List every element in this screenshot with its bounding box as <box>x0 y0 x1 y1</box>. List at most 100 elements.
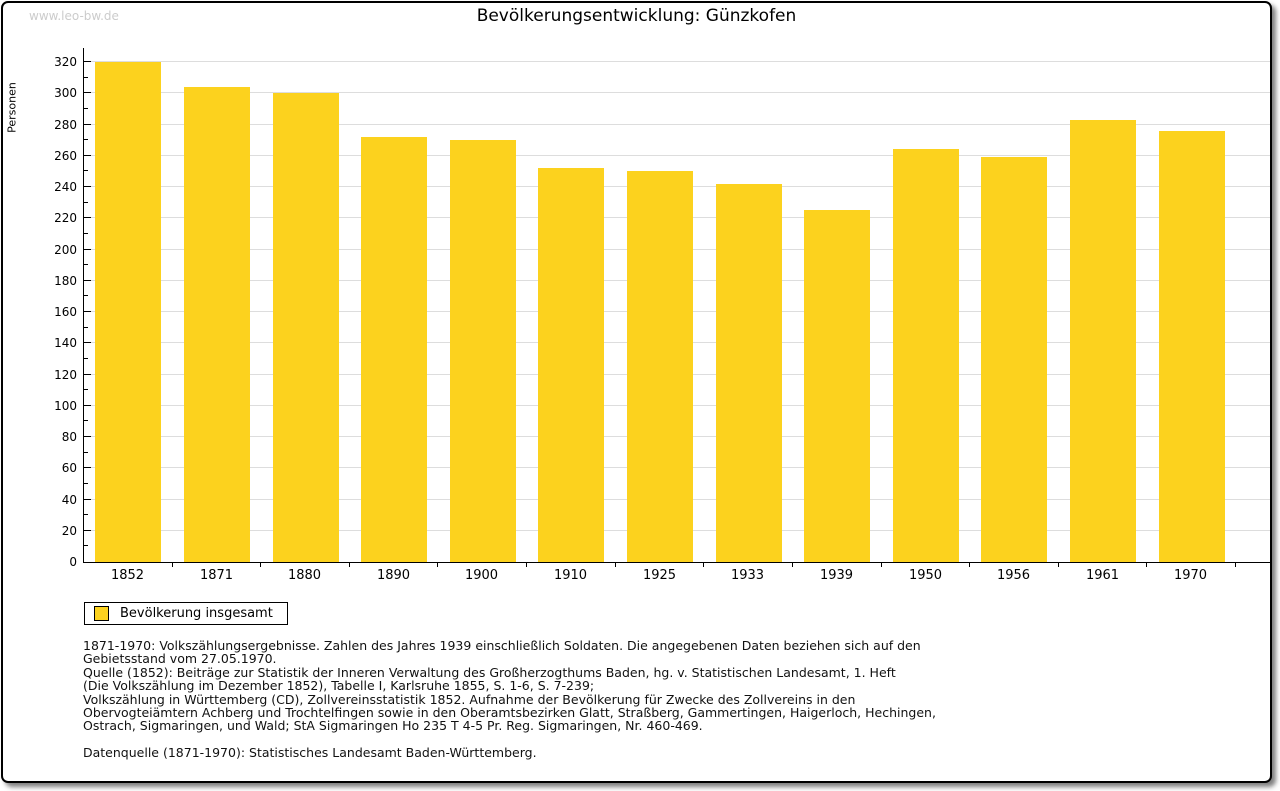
y-tick-major <box>84 92 91 94</box>
x-tick-label: 1852 <box>110 568 145 583</box>
y-tick-label: 240 <box>54 180 77 194</box>
y-tick-major <box>84 186 91 187</box>
x-tick <box>1235 563 1236 567</box>
y-tick-minor <box>84 514 88 516</box>
x-tick <box>1146 563 1147 567</box>
footnote-line: Obervogteiämtern Achberg und Trochtelfin… <box>83 705 936 721</box>
x-tick <box>1058 563 1059 567</box>
y-tick-label: 140 <box>54 336 77 351</box>
y-tick-label: 220 <box>54 211 77 226</box>
y-tick-minor <box>84 482 88 484</box>
x-tick-label: 1910 <box>553 568 588 583</box>
x-tick-label: 1956 <box>996 568 1031 583</box>
y-tick-major <box>84 498 91 500</box>
y-axis-line-extension <box>83 48 84 62</box>
x-tick-label: 1933 <box>730 568 765 583</box>
x-tick <box>437 563 438 567</box>
footnote-line: Gebietsstand vom 27.05.1970. <box>83 651 277 667</box>
y-tick-minor <box>84 545 88 547</box>
gridline <box>84 123 1270 125</box>
footnote-line: Ostrach, Sigmaringen, und Wald; StA Sigm… <box>83 718 703 734</box>
y-tick-label: 40 <box>61 492 77 507</box>
gridline <box>84 92 1270 94</box>
x-tick <box>526 563 527 567</box>
y-tick-label: 80 <box>61 430 77 444</box>
y-tick-major <box>84 404 91 406</box>
bar-1956 <box>981 157 1047 562</box>
y-tick-minor <box>84 107 88 109</box>
y-tick-minor <box>84 295 88 297</box>
x-tick <box>792 563 793 567</box>
bar-1961 <box>1070 120 1136 562</box>
bar-1950 <box>893 149 959 562</box>
y-tick-minor <box>84 264 88 266</box>
y-tick-major <box>84 342 91 344</box>
y-tick-minor <box>84 201 88 203</box>
x-tick <box>260 563 261 567</box>
bar-1933 <box>716 184 782 562</box>
bar-1871 <box>184 87 250 562</box>
footnote-line: Volkszählung in Württemberg (CD), Zollve… <box>83 691 856 707</box>
y-tick-minor <box>84 357 88 359</box>
x-tick-label: 1880 <box>287 568 322 583</box>
y-tick-major <box>84 61 91 62</box>
x-tick-label: 1950 <box>908 568 943 583</box>
source-footnotes: 1871-1970: Volkszählungsergebnisse. Zahl… <box>83 638 936 760</box>
bar-1970 <box>1159 131 1225 562</box>
y-tick-label: 20 <box>61 523 77 538</box>
y-tick-label: 160 <box>54 305 77 319</box>
y-tick-major <box>84 311 91 312</box>
footnote-datasource-line: Datenquelle (1871-1970): Statistisches L… <box>83 744 537 760</box>
y-tick-label: 260 <box>54 148 77 163</box>
y-tick-major <box>84 436 91 437</box>
y-tick-major <box>84 248 91 250</box>
x-tick-label: 1961 <box>1085 568 1120 583</box>
legend-swatch-icon <box>94 606 109 621</box>
y-tick-major <box>84 467 91 469</box>
y-tick-minor <box>84 139 88 141</box>
bar-1890 <box>361 137 427 562</box>
bar-1880 <box>273 93 339 562</box>
gridline <box>84 154 1270 156</box>
watermark-leo-bw: www.leo-bw.de <box>29 9 119 23</box>
y-tick-minor <box>84 232 88 234</box>
y-tick-major <box>84 529 91 531</box>
y-tick-major <box>84 154 91 156</box>
y-axis-title: Personen <box>5 82 19 133</box>
bar-1852 <box>95 62 161 562</box>
legend-box: Bevölkerung insgesamt <box>84 602 288 625</box>
x-tick <box>349 563 350 567</box>
x-tick <box>969 563 970 567</box>
bar-1925 <box>627 171 693 562</box>
y-tick-label: 100 <box>54 398 77 413</box>
y-tick-label: 120 <box>54 367 77 382</box>
y-tick-major <box>84 217 91 219</box>
x-tick <box>172 563 173 567</box>
y-tick-label: 300 <box>54 86 77 101</box>
y-tick-minor <box>84 420 88 422</box>
bar-1939 <box>804 210 870 562</box>
y-axis-labels: 0 20 40 60 80 100 120 140 160 180 200 220 240 260 280 3… <box>41 55 77 569</box>
y-tick-label: 180 <box>54 273 77 288</box>
y-tick-minor <box>84 326 88 328</box>
x-tick <box>881 563 882 567</box>
y-tick-major <box>84 373 91 375</box>
footnote-line: (Die Volkszählung im Dezember 1852), Tab… <box>83 678 595 694</box>
gridline <box>84 61 1270 62</box>
y-tick-minor <box>84 76 88 78</box>
legend-label: Bevölkerung insgesamt <box>120 606 273 621</box>
y-tick-label: 280 <box>54 117 77 132</box>
x-tick-label: 1900 <box>464 568 499 583</box>
x-tick-label: 1890 <box>376 568 411 583</box>
x-tick-label: 1925 <box>642 568 677 583</box>
y-tick-label: 60 <box>61 461 77 476</box>
x-tick-label: 1871 <box>199 568 234 583</box>
y-tick-minor <box>84 170 88 172</box>
plot-area <box>83 61 1270 563</box>
footnote-line: 1871-1970: Volkszählungsergebnisse. Zahl… <box>83 638 921 653</box>
y-tick-major <box>84 279 91 281</box>
y-tick-major <box>84 123 91 125</box>
y-tick-label: 0 <box>69 555 77 569</box>
y-tick-label: 320 <box>54 55 77 69</box>
